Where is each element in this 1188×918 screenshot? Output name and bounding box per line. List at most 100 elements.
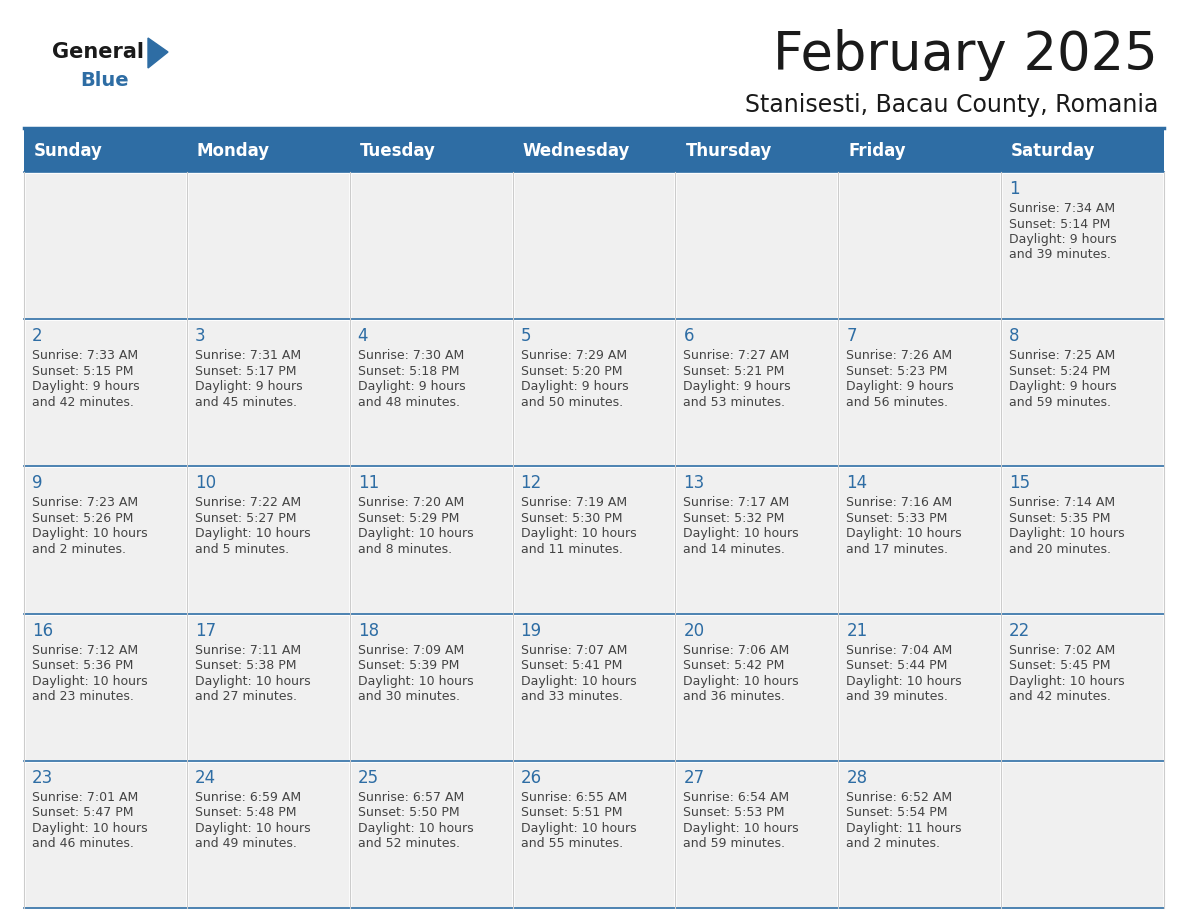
Text: Sunset: 5:53 PM: Sunset: 5:53 PM xyxy=(683,806,785,819)
Text: Sunrise: 7:22 AM: Sunrise: 7:22 AM xyxy=(195,497,301,509)
Text: Sunrise: 6:59 AM: Sunrise: 6:59 AM xyxy=(195,790,301,804)
Text: Sunrise: 7:06 AM: Sunrise: 7:06 AM xyxy=(683,644,790,656)
Text: 14: 14 xyxy=(846,475,867,492)
Text: 11: 11 xyxy=(358,475,379,492)
Text: 2: 2 xyxy=(32,327,43,345)
Text: Sunrise: 7:20 AM: Sunrise: 7:20 AM xyxy=(358,497,465,509)
Text: and 33 minutes.: and 33 minutes. xyxy=(520,690,623,703)
Text: Daylight: 9 hours: Daylight: 9 hours xyxy=(846,380,954,393)
Text: Monday: Monday xyxy=(197,142,270,160)
Text: Daylight: 10 hours: Daylight: 10 hours xyxy=(683,528,800,541)
Text: 5: 5 xyxy=(520,327,531,345)
Text: and 20 minutes.: and 20 minutes. xyxy=(1009,543,1111,556)
Bar xyxy=(187,319,349,466)
Text: Sunday: Sunday xyxy=(34,142,103,160)
Text: 3: 3 xyxy=(195,327,206,345)
Text: Sunset: 5:24 PM: Sunset: 5:24 PM xyxy=(1009,364,1111,377)
Text: 8: 8 xyxy=(1009,327,1019,345)
Text: Daylight: 10 hours: Daylight: 10 hours xyxy=(32,528,147,541)
Bar xyxy=(1001,172,1164,319)
Text: Sunset: 5:36 PM: Sunset: 5:36 PM xyxy=(32,659,133,672)
Text: Stanisesti, Bacau County, Romania: Stanisesti, Bacau County, Romania xyxy=(745,93,1158,117)
Text: Blue: Blue xyxy=(80,71,128,89)
Text: and 27 minutes.: and 27 minutes. xyxy=(195,690,297,703)
Text: Daylight: 10 hours: Daylight: 10 hours xyxy=(358,528,473,541)
Text: 19: 19 xyxy=(520,621,542,640)
Text: and 39 minutes.: and 39 minutes. xyxy=(1009,249,1111,262)
Text: Sunrise: 7:17 AM: Sunrise: 7:17 AM xyxy=(683,497,790,509)
Text: and 8 minutes.: and 8 minutes. xyxy=(358,543,451,556)
Text: Sunrise: 6:52 AM: Sunrise: 6:52 AM xyxy=(846,790,953,804)
Text: Sunrise: 7:07 AM: Sunrise: 7:07 AM xyxy=(520,644,627,656)
Text: Sunrise: 7:30 AM: Sunrise: 7:30 AM xyxy=(358,349,465,363)
Text: 18: 18 xyxy=(358,621,379,640)
Text: and 42 minutes.: and 42 minutes. xyxy=(32,396,134,409)
Text: 25: 25 xyxy=(358,768,379,787)
Text: Sunrise: 7:04 AM: Sunrise: 7:04 AM xyxy=(846,644,953,656)
Text: Sunrise: 7:16 AM: Sunrise: 7:16 AM xyxy=(846,497,953,509)
Text: Sunrise: 7:09 AM: Sunrise: 7:09 AM xyxy=(358,644,465,656)
Text: Sunset: 5:41 PM: Sunset: 5:41 PM xyxy=(520,659,623,672)
Text: Thursday: Thursday xyxy=(685,142,772,160)
Bar xyxy=(676,319,839,466)
Text: Saturday: Saturday xyxy=(1011,142,1095,160)
Text: 27: 27 xyxy=(683,768,704,787)
Bar xyxy=(24,130,1164,172)
Text: Sunrise: 7:12 AM: Sunrise: 7:12 AM xyxy=(32,644,138,656)
Text: Sunset: 5:27 PM: Sunset: 5:27 PM xyxy=(195,512,296,525)
Text: Sunset: 5:48 PM: Sunset: 5:48 PM xyxy=(195,806,296,819)
Text: 4: 4 xyxy=(358,327,368,345)
Text: Sunset: 5:21 PM: Sunset: 5:21 PM xyxy=(683,364,785,377)
Text: and 17 minutes.: and 17 minutes. xyxy=(846,543,948,556)
Text: and 45 minutes.: and 45 minutes. xyxy=(195,396,297,409)
Bar xyxy=(1001,466,1164,613)
Text: 26: 26 xyxy=(520,768,542,787)
Bar xyxy=(349,466,512,613)
Text: Sunrise: 7:33 AM: Sunrise: 7:33 AM xyxy=(32,349,138,363)
Text: and 2 minutes.: and 2 minutes. xyxy=(846,837,940,850)
Bar xyxy=(1001,613,1164,761)
Bar xyxy=(676,466,839,613)
Text: 12: 12 xyxy=(520,475,542,492)
Text: 28: 28 xyxy=(846,768,867,787)
Text: 10: 10 xyxy=(195,475,216,492)
Text: 17: 17 xyxy=(195,621,216,640)
Text: Daylight: 10 hours: Daylight: 10 hours xyxy=(1009,675,1125,688)
Text: Sunset: 5:47 PM: Sunset: 5:47 PM xyxy=(32,806,133,819)
Bar xyxy=(187,172,349,319)
Text: Sunrise: 7:27 AM: Sunrise: 7:27 AM xyxy=(683,349,790,363)
Text: 1: 1 xyxy=(1009,180,1019,198)
Text: Sunset: 5:14 PM: Sunset: 5:14 PM xyxy=(1009,218,1111,230)
Text: Sunrise: 7:25 AM: Sunrise: 7:25 AM xyxy=(1009,349,1116,363)
Bar xyxy=(1001,319,1164,466)
Text: Sunrise: 6:55 AM: Sunrise: 6:55 AM xyxy=(520,790,627,804)
Text: Sunset: 5:51 PM: Sunset: 5:51 PM xyxy=(520,806,623,819)
Bar xyxy=(187,613,349,761)
Text: Daylight: 10 hours: Daylight: 10 hours xyxy=(358,675,473,688)
Text: Daylight: 10 hours: Daylight: 10 hours xyxy=(195,675,310,688)
Bar xyxy=(24,613,187,761)
Text: Sunset: 5:32 PM: Sunset: 5:32 PM xyxy=(683,512,785,525)
Text: and 2 minutes.: and 2 minutes. xyxy=(32,543,126,556)
Bar xyxy=(676,613,839,761)
Text: Sunrise: 7:26 AM: Sunrise: 7:26 AM xyxy=(846,349,953,363)
Text: and 5 minutes.: and 5 minutes. xyxy=(195,543,289,556)
Text: Sunset: 5:30 PM: Sunset: 5:30 PM xyxy=(520,512,623,525)
Text: Sunrise: 7:34 AM: Sunrise: 7:34 AM xyxy=(1009,202,1116,215)
Text: and 23 minutes.: and 23 minutes. xyxy=(32,690,134,703)
Text: Daylight: 10 hours: Daylight: 10 hours xyxy=(683,675,800,688)
Text: Daylight: 9 hours: Daylight: 9 hours xyxy=(683,380,791,393)
Text: Sunrise: 7:29 AM: Sunrise: 7:29 AM xyxy=(520,349,627,363)
Bar xyxy=(512,613,676,761)
Text: Daylight: 10 hours: Daylight: 10 hours xyxy=(195,822,310,834)
Text: Sunrise: 7:19 AM: Sunrise: 7:19 AM xyxy=(520,497,627,509)
Text: Daylight: 10 hours: Daylight: 10 hours xyxy=(32,822,147,834)
Text: Daylight: 10 hours: Daylight: 10 hours xyxy=(520,528,637,541)
Bar xyxy=(839,613,1001,761)
Text: Sunset: 5:35 PM: Sunset: 5:35 PM xyxy=(1009,512,1111,525)
Bar xyxy=(512,761,676,908)
Text: and 49 minutes.: and 49 minutes. xyxy=(195,837,297,850)
Bar xyxy=(839,319,1001,466)
Bar xyxy=(24,319,187,466)
Text: Sunrise: 7:31 AM: Sunrise: 7:31 AM xyxy=(195,349,301,363)
